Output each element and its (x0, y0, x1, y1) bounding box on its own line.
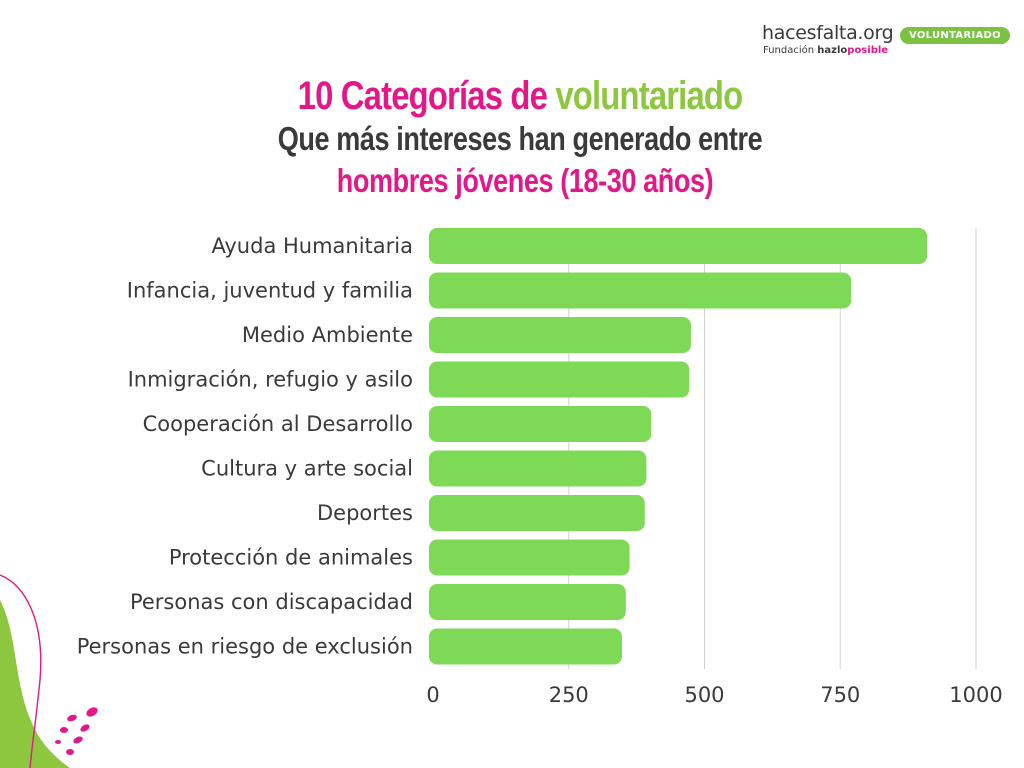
x-tick-label: 500 (684, 683, 724, 707)
title-line-2: Que más intereses han generado entre (277, 120, 763, 157)
category-label: Cultura y arte social (201, 457, 413, 481)
category-label: Personas con discapacidad (130, 590, 413, 614)
bar (429, 628, 622, 665)
title-part-2: voluntariado (555, 74, 743, 118)
bar (429, 406, 652, 442)
x-tick-label: 250 (549, 683, 589, 707)
bar (429, 361, 690, 398)
x-tick-label: 1000 (949, 683, 1002, 707)
bar (429, 539, 630, 576)
brand-name: hacesfalta.org (762, 22, 894, 44)
bar (429, 495, 645, 531)
x-tick-label: 0 (426, 683, 439, 707)
title-line-3: hombres jóvenes (18-30 años) (336, 162, 714, 199)
bar (429, 584, 626, 620)
brand-sub-bold-1: hazlo (817, 45, 848, 56)
brand-sub-prefix: Fundación (763, 45, 818, 56)
bar (429, 272, 852, 309)
brand-logo[interactable]: hacesfalta.org Fundación hazloposible VO… (762, 22, 1012, 62)
green-blob (0, 600, 70, 768)
title-part-1: 10 Categorías de (297, 74, 556, 118)
bar (429, 450, 647, 487)
title-line-1: 10 Categorías de voluntariado (94, 72, 947, 120)
bar (429, 228, 928, 264)
brand-sub-bold-2: posible (847, 45, 889, 56)
category-label: Deportes (317, 501, 413, 525)
category-label: Protección de animales (169, 546, 413, 570)
voluntariado-badge: VOLUNTARIADO (900, 27, 1010, 44)
pink-dots (55, 707, 98, 755)
pink-curve (0, 574, 42, 768)
category-label: Infancia, juventud y familia (127, 279, 413, 303)
category-label: Inmigración, refugio y asilo (128, 368, 413, 392)
category-label: Cooperación al Desarrollo (143, 412, 413, 436)
category-label: Medio Ambiente (242, 323, 413, 347)
category-label: Ayuda Humanitaria (211, 234, 413, 258)
brand-subtitle: Fundación hazloposible (763, 45, 888, 56)
x-tick-label: 750 (820, 683, 860, 707)
bar (429, 317, 691, 353)
category-label: Personas en riesgo de exclusión (77, 635, 413, 659)
